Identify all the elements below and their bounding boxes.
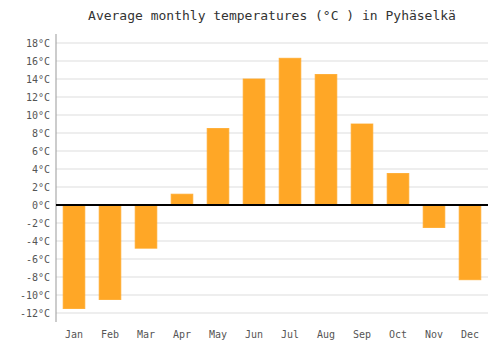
y-tick-label: -12°C (20, 308, 50, 319)
x-tick-label: Apr (173, 329, 191, 340)
x-tick-label: Sep (353, 329, 371, 340)
grid-line (56, 313, 488, 314)
y-tick-label: 18°C (26, 38, 50, 49)
grid-line (56, 133, 488, 134)
grid-line (56, 169, 488, 170)
x-tick-label: Mar (137, 329, 155, 340)
y-tick-label: 12°C (26, 92, 50, 103)
chart-svg: Average monthly temperatures (°C ) in Py… (0, 0, 500, 350)
x-tick-label: Jan (65, 329, 83, 340)
x-tick-label: Oct (389, 329, 407, 340)
y-tick-label: -2°C (26, 218, 50, 229)
bar (135, 205, 157, 248)
bar (279, 58, 301, 205)
bar (423, 205, 445, 228)
grid-line (56, 151, 488, 152)
x-tick-label: May (209, 329, 227, 340)
grid-line (56, 97, 488, 98)
bar (171, 194, 193, 205)
y-tick-label: -10°C (20, 290, 50, 301)
grid-line (56, 205, 488, 206)
chart-container: Average monthly temperatures (°C ) in Py… (0, 0, 500, 350)
y-tick-label: 6°C (32, 146, 50, 157)
x-tick-label: Nov (425, 329, 443, 340)
y-tick-label: 0°C (32, 200, 50, 211)
grid-line (56, 187, 488, 188)
x-tick-labels: Jan Feb Mar Apr May Jun Jul Aug Sep Oct Nov Dec (65, 329, 479, 340)
bar (315, 75, 337, 206)
bar (243, 79, 265, 205)
y-tick-label: 16°C (26, 56, 50, 67)
y-tick-label: -6°C (26, 254, 50, 265)
x-tick-label: Aug (317, 329, 335, 340)
grid-line (56, 61, 488, 62)
y-grid (56, 43, 488, 313)
zero-line (56, 204, 488, 206)
y-tick-label: 2°C (32, 182, 50, 193)
bar (459, 205, 481, 280)
x-tick-label: Jun (245, 329, 263, 340)
bar (351, 124, 373, 205)
y-tick-label: 8°C (32, 128, 50, 139)
y-tick-label: 14°C (26, 74, 50, 85)
grid-line (56, 115, 488, 116)
bar (63, 205, 85, 309)
bar (99, 205, 121, 300)
grid-line (56, 43, 488, 44)
bar (207, 129, 229, 206)
y-tick-label: -8°C (26, 272, 50, 283)
x-tick-label: Jul (281, 329, 299, 340)
y-tick-labels: -12°C -10°C -8°C -6°C -4°C -2°C 0°C 2°C 4°C 6°C 8°… (20, 38, 50, 319)
title: Average monthly temperatures (°C ) in Py… (88, 8, 456, 23)
bars (63, 58, 481, 308)
y-tick-label: -4°C (26, 236, 50, 247)
x-tick-label: Feb (101, 329, 119, 340)
y-tick-label: 10°C (26, 110, 50, 121)
y-axis-line (56, 34, 57, 322)
y-tick-label: 4°C (32, 164, 50, 175)
bar (387, 174, 409, 206)
x-tick-label: Dec (461, 329, 479, 340)
grid-line (56, 79, 488, 80)
